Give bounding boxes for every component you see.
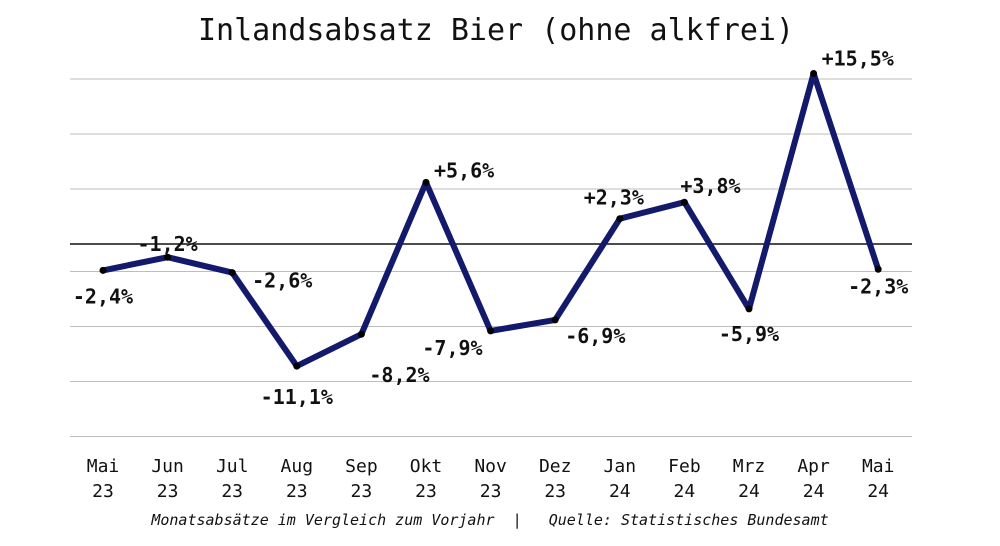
x-tick-labels: Mai 23 Jun 23 Jul 23 Aug 23 Sep 23 Okt 23 Nov 23 Dez 23… [87, 456, 895, 502]
data-label: -11,1% [261, 385, 333, 409]
x-tick-label: Mai 23 [87, 456, 120, 502]
data-label: -5,9% [719, 322, 779, 346]
data-label: -7,9% [422, 336, 482, 360]
data-label: +2,3% [584, 186, 644, 210]
data-point [164, 253, 172, 261]
x-tick-label: Nov 23 [474, 456, 507, 502]
data-label: -2,3% [848, 274, 908, 298]
x-tick-label: Aug 23 [281, 456, 314, 502]
x-tick-label: Dez 23 [539, 456, 572, 502]
data-point [616, 215, 624, 223]
x-tick-label: Apr 24 [797, 456, 830, 502]
data-point [357, 330, 365, 338]
x-tick-label: Jul 23 [216, 456, 249, 502]
data-point [680, 198, 688, 206]
x-tick-label: Jun 23 [151, 456, 184, 502]
x-tick-label: Okt 23 [410, 456, 443, 502]
data-label: -2,6% [252, 269, 312, 293]
data-points [99, 70, 882, 370]
data-point [99, 266, 107, 274]
x-tick-label: Feb 24 [668, 456, 701, 502]
x-tick-label: Sep 23 [345, 456, 378, 502]
chart-footnote: Monatsabsätze im Vergleich zum Vorjahr |… [150, 511, 828, 529]
data-point [487, 327, 495, 335]
data-label: -8,2% [369, 363, 429, 387]
data-point [745, 305, 753, 313]
data-label: -2,4% [73, 284, 133, 308]
data-point [874, 265, 882, 273]
data-point [228, 269, 236, 277]
chart-title: Inlandsabsatz Bier (ohne alkfrei) [198, 13, 794, 48]
x-tick-label: Mai 24 [862, 456, 895, 502]
data-label: +15,5% [822, 47, 894, 71]
x-tick-label: Jan 24 [604, 456, 637, 502]
data-point [293, 362, 301, 370]
data-label: -1,2% [137, 232, 197, 256]
data-label: -6,9% [565, 324, 625, 348]
data-label: +3,8% [680, 174, 740, 198]
data-point [422, 178, 430, 186]
data-point [810, 70, 818, 77]
data-point [551, 316, 559, 324]
gridlines [70, 78, 912, 437]
data-labels: -2,4% -1,2% -2,6% -11,1% -8,2% +5,6% -7,9% -6,9… [73, 47, 908, 410]
x-tick-label: Mrz 24 [733, 456, 766, 502]
data-label: +5,6% [434, 158, 494, 182]
